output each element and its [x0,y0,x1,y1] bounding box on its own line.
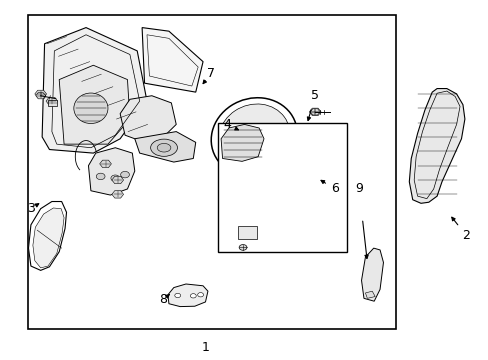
Polygon shape [365,291,374,298]
Polygon shape [276,167,288,176]
Polygon shape [294,177,320,200]
Polygon shape [408,89,464,203]
Polygon shape [361,248,383,301]
Polygon shape [120,96,176,140]
Ellipse shape [190,294,196,298]
Polygon shape [135,132,195,162]
Ellipse shape [211,98,297,176]
Bar [27,15,395,329]
Polygon shape [35,90,46,98]
Polygon shape [36,93,45,99]
Polygon shape [221,125,264,161]
Ellipse shape [121,171,129,178]
Ellipse shape [96,173,105,180]
Polygon shape [33,208,64,268]
Text: 9: 9 [354,183,362,195]
Polygon shape [310,109,320,115]
Text: 5: 5 [310,89,319,102]
Text: 3: 3 [27,202,35,215]
Text: 1: 1 [201,341,209,354]
Ellipse shape [218,104,289,170]
Ellipse shape [197,293,203,297]
Text: 6: 6 [330,183,338,195]
Polygon shape [112,190,123,198]
Ellipse shape [74,93,108,123]
Ellipse shape [111,175,120,181]
Bar [238,226,256,239]
Polygon shape [46,97,58,105]
Ellipse shape [157,143,170,152]
Polygon shape [88,148,135,195]
Ellipse shape [239,244,246,250]
Text: 2: 2 [462,229,469,242]
Polygon shape [28,202,66,270]
Text: 4: 4 [223,118,230,131]
Polygon shape [59,65,130,144]
Polygon shape [142,28,203,92]
Ellipse shape [174,293,180,298]
Bar [48,100,57,107]
Ellipse shape [150,139,177,156]
Text: 7: 7 [207,67,215,80]
Text: 8: 8 [159,293,167,306]
Polygon shape [293,135,325,182]
Polygon shape [100,160,111,168]
Polygon shape [167,284,207,307]
Polygon shape [42,28,147,153]
Polygon shape [309,108,321,116]
Polygon shape [112,176,123,184]
Bar [217,123,346,252]
